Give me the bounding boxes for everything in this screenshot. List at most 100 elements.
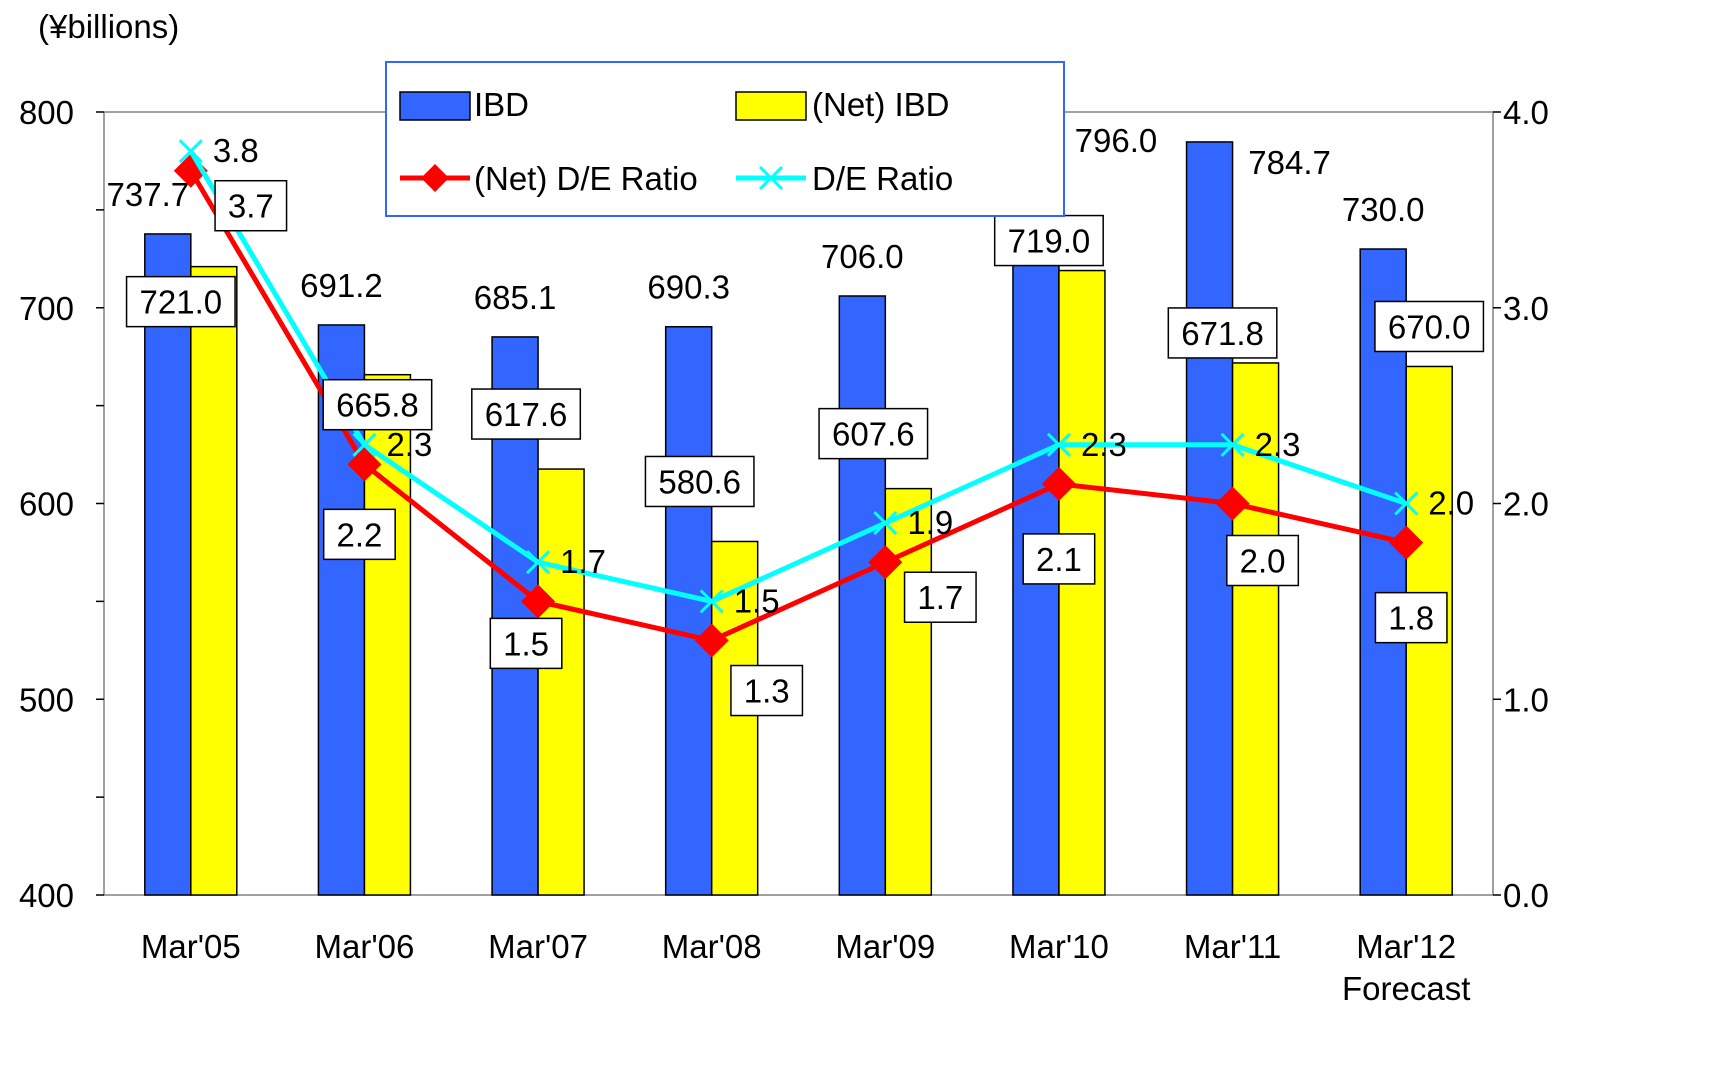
net-de-ratio-value-label: 1.8	[1388, 600, 1434, 637]
net-de-ratio-value-label: 2.0	[1240, 543, 1286, 580]
right-tick-label: 0.0	[1503, 877, 1549, 914]
net-de-ratio-marker	[1215, 486, 1250, 521]
ibd-value-label: 796.0	[1075, 122, 1158, 159]
net-ibd-value-label: 665.8	[336, 387, 419, 424]
lines	[173, 139, 1424, 658]
net-de-ratio-marker	[1389, 525, 1424, 560]
legend-box	[385, 61, 1065, 217]
de-ratio-marker	[526, 550, 551, 575]
de-ratio-value-label: 2.3	[1081, 426, 1127, 463]
net-de-ratio-marker	[521, 584, 556, 619]
de-ratio-value-label: 2.3	[386, 426, 432, 463]
net-de-ratio-value-label-group: 2.1	[1022, 533, 1096, 585]
net-de-ratio-value-label-box	[730, 664, 804, 717]
de-ratio-marker-stroke	[526, 550, 551, 575]
net-ibd-value-label-group: 670.0	[1374, 300, 1485, 353]
ibd-value-label: 685.1	[474, 279, 557, 316]
left-tick-label: 500	[19, 681, 74, 718]
ibd-value-label: 691.2	[300, 267, 383, 304]
legend-net-de-label: (Net) D/E Ratio	[474, 160, 698, 197]
de-ratio-marker	[178, 139, 203, 164]
right-tick-label: 3.0	[1503, 290, 1549, 327]
x-tick-label: Mar'05	[141, 928, 241, 965]
net-de-ratio-value-label-group: 1.3	[730, 664, 804, 717]
net-ibd-value-label-box	[644, 455, 755, 508]
de-ratio-value-label: 1.9	[907, 504, 953, 541]
ibd-bar	[838, 295, 887, 896]
de-ratio-value-label: 1.7	[560, 543, 606, 580]
net-ibd-value-label-box	[471, 388, 582, 440]
left-tick-label: 400	[19, 877, 74, 914]
ibd-bar	[1185, 141, 1234, 896]
net-de-ratio-value-label: 1.5	[503, 625, 549, 662]
net-ibd-value-label-group: 607.6	[818, 407, 929, 460]
net-ibd-value-label-box	[1374, 300, 1485, 353]
net-de-ratio-value-label: 2.2	[337, 516, 383, 553]
x-tick-label: Mar'08	[662, 928, 762, 965]
de-ratio-marker	[699, 589, 724, 614]
net-de-ratio-line	[188, 169, 1407, 644]
x-tick-sublabel: Forecast	[1342, 970, 1470, 1007]
ibd-value-label: 784.7	[1248, 144, 1331, 181]
ibd-bar	[664, 325, 713, 896]
x-tick-label: Mar'12	[1356, 928, 1456, 965]
net-de-ratio-value-label: 2.1	[1036, 541, 1082, 578]
de-ratio-marker	[352, 432, 377, 457]
ibd-value-label: 730.0	[1342, 191, 1425, 228]
de-ratio-marker-stroke	[699, 589, 724, 614]
x-tick-label: Mar'07	[488, 928, 588, 965]
net-de-ratio-value-label-box	[903, 571, 977, 623]
axes: 400 500 600 700 800 0.0 1.0 2.0 3.0 4.0 Mar'05 Mar'…	[19, 94, 1549, 1007]
net-ibd-value-label: 719.0	[1008, 223, 1091, 260]
ibd-bar	[1359, 248, 1407, 896]
data-labels: 737.7 691.2 685.1 690.3 706.0 796.0 784.7 730.0…	[107, 122, 1485, 717]
net-de-ratio-value-label-box	[489, 617, 563, 670]
ibd-value-label: 706.0	[821, 238, 904, 275]
plot-area-border	[103, 111, 1494, 896]
net-ibd-value-label-group: 665.8	[322, 378, 433, 431]
net-de-ratio-value-label-box	[322, 508, 396, 561]
de-ratio-value-label: 3.8	[213, 132, 259, 169]
net-de-ratio-value-label: 1.3	[744, 673, 790, 710]
de-ratio-marker	[1220, 432, 1245, 457]
net-de-ratio-value-label-box	[1374, 591, 1448, 644]
net-ibd-value-label-group: 721.0	[125, 275, 236, 328]
net-ibd-value-label-group: 719.0	[993, 214, 1104, 267]
legend: IBD (Net) IBD (Net) D/E Ratio D/E Ratio	[385, 61, 1065, 217]
left-tick-label: 800	[19, 94, 74, 131]
net-de-ratio-value-label-box	[1022, 533, 1096, 585]
net-de-ratio-value-label-group: 3.7	[214, 179, 288, 232]
net-de-ratio-value-label-group: 1.5	[489, 617, 563, 670]
net-de-ratio-marker	[694, 623, 729, 658]
net-ibd-value-label-box	[322, 378, 433, 431]
de-ratio-value-label: 1.5	[734, 582, 780, 619]
net-de-ratio-value-label-group: 1.8	[1374, 591, 1448, 644]
de-ratio-marker-stroke	[352, 432, 377, 457]
net-ibd-value-label: 670.0	[1388, 308, 1471, 345]
net-ibd-value-label-group: 580.6	[644, 455, 755, 508]
net-de-ratio-value-label: 3.7	[228, 188, 274, 225]
net-ibd-value-label: 607.6	[832, 416, 915, 453]
de-ratio-marker	[873, 511, 898, 536]
net-ibd-value-label: 617.6	[485, 396, 568, 433]
net-de-ratio-marker	[868, 545, 903, 580]
left-tick-label: 700	[19, 290, 74, 327]
net-ibd-value-label: 671.8	[1181, 315, 1264, 352]
net-ibd-value-label-box	[993, 214, 1104, 267]
net-ibd-bar	[537, 468, 585, 896]
legend-ibd-swatch	[399, 91, 471, 121]
x-tick-label: Mar'11	[1184, 928, 1281, 965]
net-de-ratio-value-label-box	[214, 179, 288, 232]
legend-de-marker	[758, 165, 784, 191]
net-de-ratio-value-label-group: 2.0	[1226, 534, 1300, 587]
de-ratio-marker-stroke	[1046, 432, 1071, 457]
de-ratio-value-label: 2.3	[1255, 426, 1301, 463]
net-de-ratio-value-label-box	[1226, 534, 1300, 587]
right-tick-label: 4.0	[1503, 94, 1549, 131]
net-ibd-value-label: 721.0	[140, 284, 223, 321]
net-ibd-bar	[190, 265, 238, 896]
left-tick-label: 600	[19, 486, 74, 523]
x-tick-label: Mar'09	[835, 928, 935, 965]
ibd-bar	[144, 233, 192, 896]
de-ratio-marker	[1394, 491, 1419, 516]
